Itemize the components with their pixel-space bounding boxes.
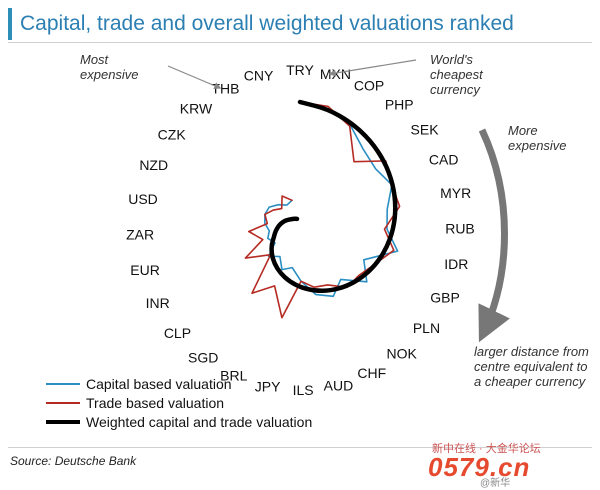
series-line-capital	[264, 101, 399, 298]
annotation-cheapest: World's cheapest currency	[430, 52, 484, 97]
arrow-most-expensive	[167, 65, 222, 90]
arrow-cheapest	[328, 59, 417, 77]
currency-label-nzd: NZD	[139, 157, 168, 173]
currency-label-eur: EUR	[130, 262, 160, 278]
currency-label-czk: CZK	[158, 126, 187, 142]
currency-label-mxn: MXN	[320, 66, 351, 82]
annotation-more-expensive: More expensive	[508, 123, 567, 153]
source-note: Source: Deutsche Bank	[10, 454, 137, 468]
chart-title: Capital, trade and overall weighted valu…	[8, 8, 600, 40]
watermark-text: 新中在线 · 大金华论坛	[432, 443, 541, 455]
currency-label-cad: CAD	[429, 152, 459, 168]
currency-label-jpy: JPY	[255, 379, 281, 395]
currency-label-krw: KRW	[180, 100, 213, 116]
title-divider	[8, 42, 592, 43]
currency-label-brl: BRL	[220, 368, 247, 384]
currency-label-sgd: SGD	[188, 349, 218, 365]
annotation-distance-note: larger distance from centre equivalent to…	[474, 344, 589, 389]
series-line-weighted	[269, 99, 398, 294]
watermark-logo: 0579.cn	[428, 452, 531, 482]
annotation-most-expensive: Most expensive	[80, 52, 139, 82]
currency-label-ils: ILS	[293, 382, 314, 398]
currency-label-clp: CLP	[164, 325, 191, 341]
currency-label-idr: IDR	[444, 256, 468, 272]
currency-label-sek: SEK	[411, 122, 440, 138]
currency-label-usd: USD	[128, 191, 158, 207]
currency-label-myr: MYR	[440, 185, 471, 201]
currency-label-chf: CHF	[357, 365, 386, 381]
currency-label-gbp: GBP	[430, 290, 460, 306]
currency-label-try: TRY	[286, 62, 314, 78]
legend-label-2: Weighted capital and trade valuation	[86, 414, 312, 430]
legend-label-1: Trade based valuation	[86, 395, 224, 411]
series-line-trade	[244, 101, 401, 319]
currency-label-zar: ZAR	[126, 227, 154, 243]
currency-label-nok: NOK	[386, 346, 417, 362]
currency-label-aud: AUD	[324, 377, 354, 393]
currency-label-pln: PLN	[413, 320, 440, 336]
watermark-handle: @新华	[480, 478, 511, 489]
footer-divider	[8, 447, 592, 448]
arrow-more-expensive	[478, 128, 510, 343]
currency-label-cop: COP	[354, 78, 384, 94]
currency-label-cny: CNY	[244, 67, 274, 83]
currency-label-rub: RUB	[445, 220, 475, 236]
legend-label-0: Capital based valuation	[86, 376, 232, 392]
currency-label-thb: THB	[211, 80, 239, 96]
currency-label-inr: INR	[146, 295, 170, 311]
currency-label-php: PHP	[385, 96, 414, 112]
